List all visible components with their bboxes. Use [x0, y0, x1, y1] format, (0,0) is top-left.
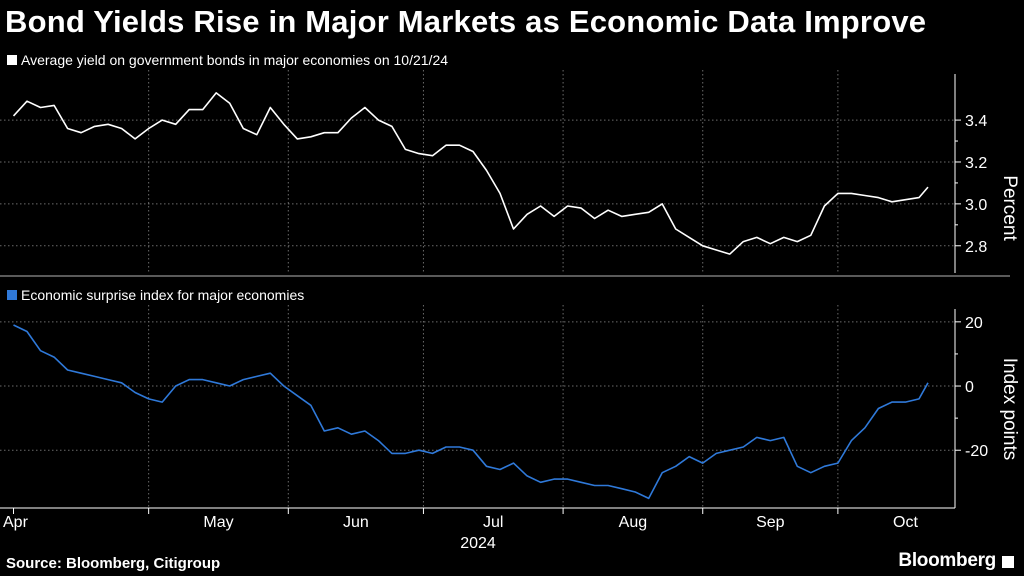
legend-bond-yield: Average yield on government bonds in maj… [7, 52, 448, 68]
x-tick-label: Apr [3, 514, 29, 531]
axis-labels: 2.8 3.0 3.2 3.4 Percent -20 0 20 Index points Apr… [3, 113, 1020, 552]
axes [0, 74, 1010, 514]
y-tick-label-surprise-index: -20 [965, 443, 988, 460]
x-tick-label: Jun [343, 514, 369, 531]
legend-label-bond-yield: Average yield on government bonds in maj… [21, 52, 449, 68]
y-tick-label-bond-yield: 3.2 [965, 155, 987, 172]
x-year-label: 2024 [460, 535, 496, 552]
series-line-bond-yield [12, 92, 929, 255]
x-tick-label: May [203, 514, 233, 531]
y-tick-label-surprise-index: 0 [965, 379, 974, 396]
grid-lines [0, 70, 955, 508]
x-tick-label: Oct [893, 514, 918, 531]
legend-swatch-surprise-index [7, 290, 17, 300]
source-note: Source: Bloomberg, Citigroup [6, 555, 221, 572]
bloomberg-logo: Bloomberg [898, 550, 996, 571]
series-lines [12, 92, 929, 500]
y-tick-label-bond-yield: 2.8 [965, 239, 987, 256]
x-tick-label: Jul [483, 514, 503, 531]
y-tick-label-bond-yield: 3.0 [965, 197, 987, 214]
legend-surprise-index: Economic surprise index for major econom… [7, 287, 304, 303]
y-axis-label-surprise-index: Index points [999, 358, 1020, 460]
y-tick-label-surprise-index: 20 [965, 315, 983, 332]
bloomberg-logo-mark [1002, 556, 1014, 568]
series-line-surprise-index [13, 324, 929, 500]
chart-title: Bond Yields Rise in Major Markets as Eco… [5, 4, 927, 39]
x-tick-label: Aug [619, 514, 647, 531]
legend-swatch-bond-yield [7, 55, 17, 65]
y-axis-label-bond-yield: Percent [999, 175, 1020, 241]
x-tick-label: Sep [756, 514, 785, 531]
y-tick-label-bond-yield: 3.4 [965, 113, 987, 130]
legend-label-surprise-index: Economic surprise index for major econom… [21, 287, 305, 303]
